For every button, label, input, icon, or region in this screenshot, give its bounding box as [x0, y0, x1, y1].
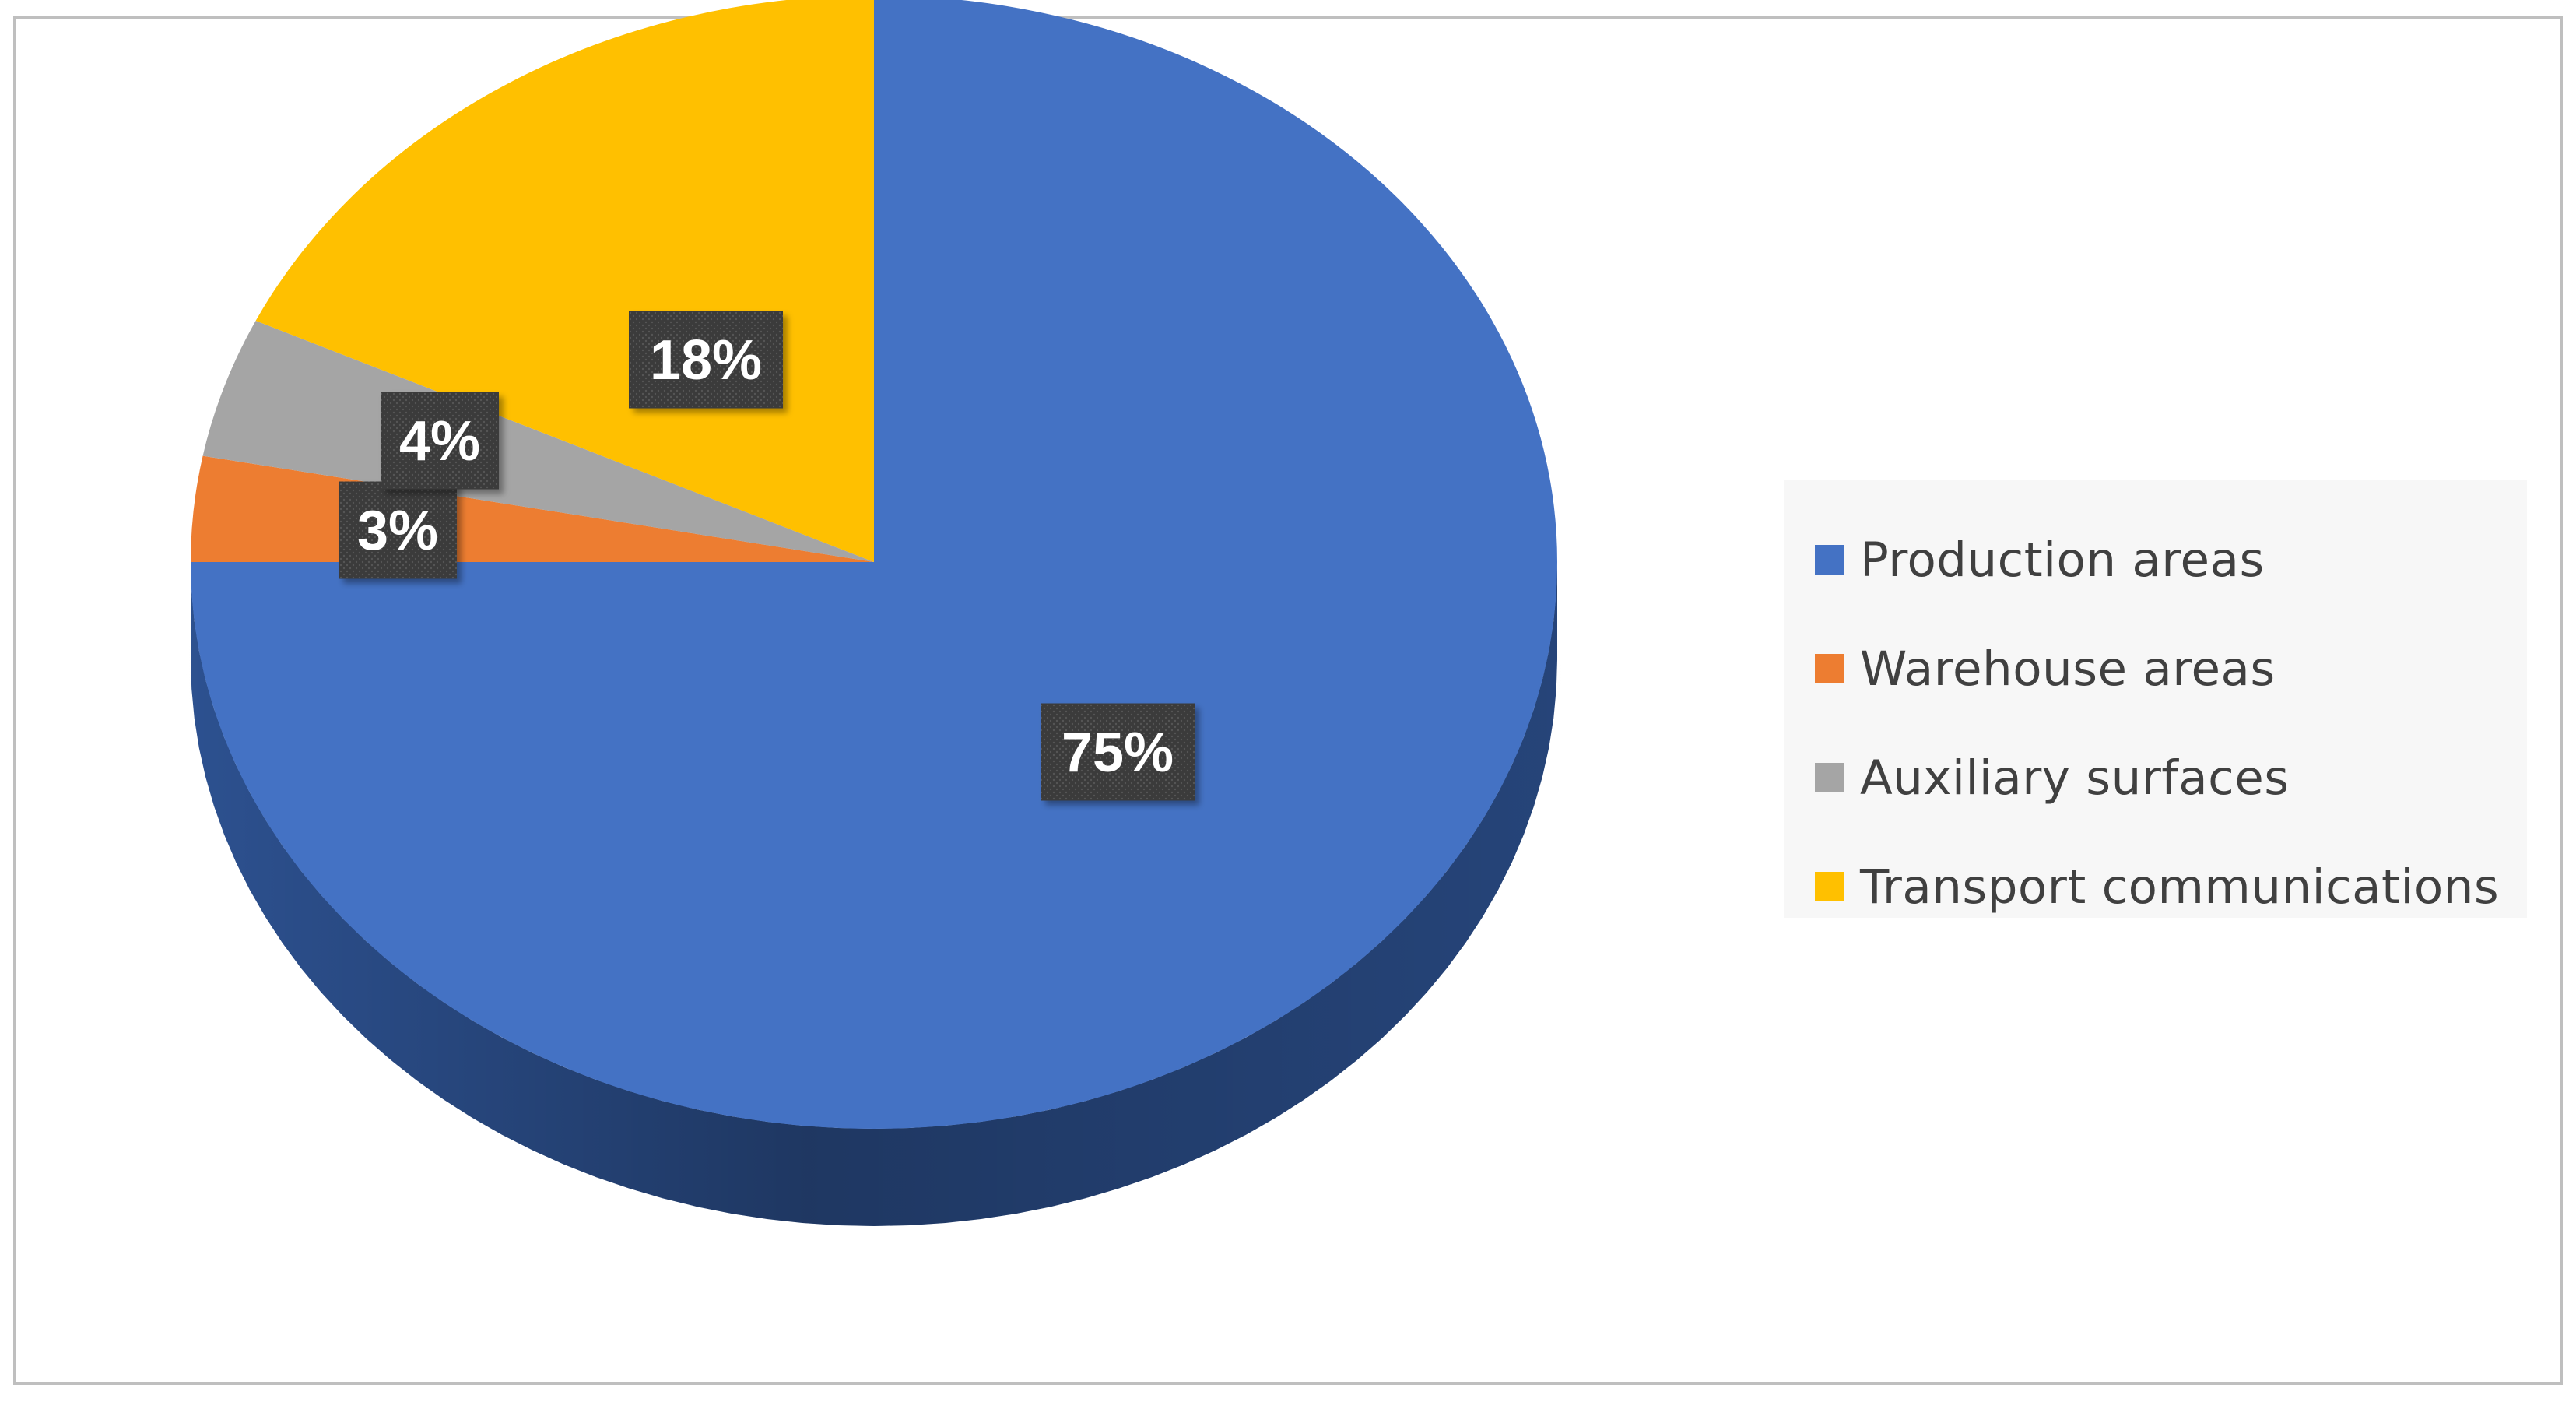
- data-label-text: 18%: [650, 329, 762, 392]
- legend-label: Transport communications: [1860, 859, 2500, 915]
- data-label: 18%: [629, 311, 783, 409]
- data-label-box: [381, 392, 499, 490]
- data-label-box: [629, 311, 783, 409]
- legend-label: Production areas: [1860, 532, 2265, 588]
- data-label-text: 3%: [357, 500, 438, 562]
- data-label: 4%: [381, 392, 499, 490]
- legend-swatch: [1815, 545, 1844, 575]
- legend-swatch: [1815, 763, 1844, 792]
- data-label: 75%: [1041, 703, 1195, 801]
- legend-label: Auxiliary surfaces: [1860, 750, 2290, 806]
- legend-item-auxiliary-surfaces: Auxiliary surfaces: [1815, 723, 2527, 832]
- data-label-text: 4%: [399, 410, 480, 473]
- data-label: 3%: [339, 481, 457, 579]
- pie-side-shading: [191, 562, 1557, 1226]
- data-label-box: [339, 481, 457, 579]
- data-label-text: 75%: [1062, 722, 1174, 784]
- legend-swatch: [1815, 872, 1844, 901]
- pie-slice: [202, 321, 875, 562]
- legend-item-production-areas: Production areas: [1815, 505, 2527, 614]
- pie-slice: [191, 0, 1557, 1129]
- pie-slice: [255, 0, 874, 562]
- legend-label: Warehouse areas: [1860, 641, 2276, 697]
- data-label-box: [1041, 703, 1195, 801]
- legend-swatch: [1815, 654, 1844, 683]
- legend-item-warehouse-areas: Warehouse areas: [1815, 614, 2527, 723]
- legend-item-transport-communications: Transport communications: [1815, 832, 2527, 941]
- chart-legend: Production areas Warehouse areas Auxilia…: [1784, 480, 2527, 918]
